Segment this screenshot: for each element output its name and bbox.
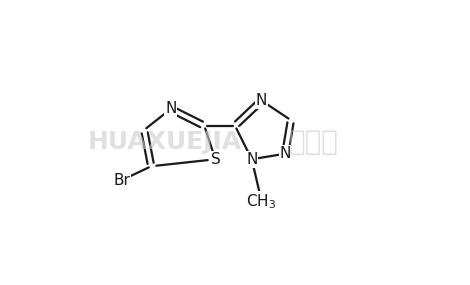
Text: CH$_3$: CH$_3$ (246, 192, 277, 211)
Text: HUAXUEJIA: HUAXUEJIA (88, 131, 242, 154)
Text: N: N (280, 146, 291, 161)
Text: Br: Br (113, 173, 130, 188)
Text: N: N (246, 152, 258, 167)
Text: N: N (165, 101, 176, 117)
Text: 化学加: 化学加 (288, 129, 338, 156)
Text: N: N (256, 93, 267, 108)
Text: S: S (211, 152, 220, 167)
